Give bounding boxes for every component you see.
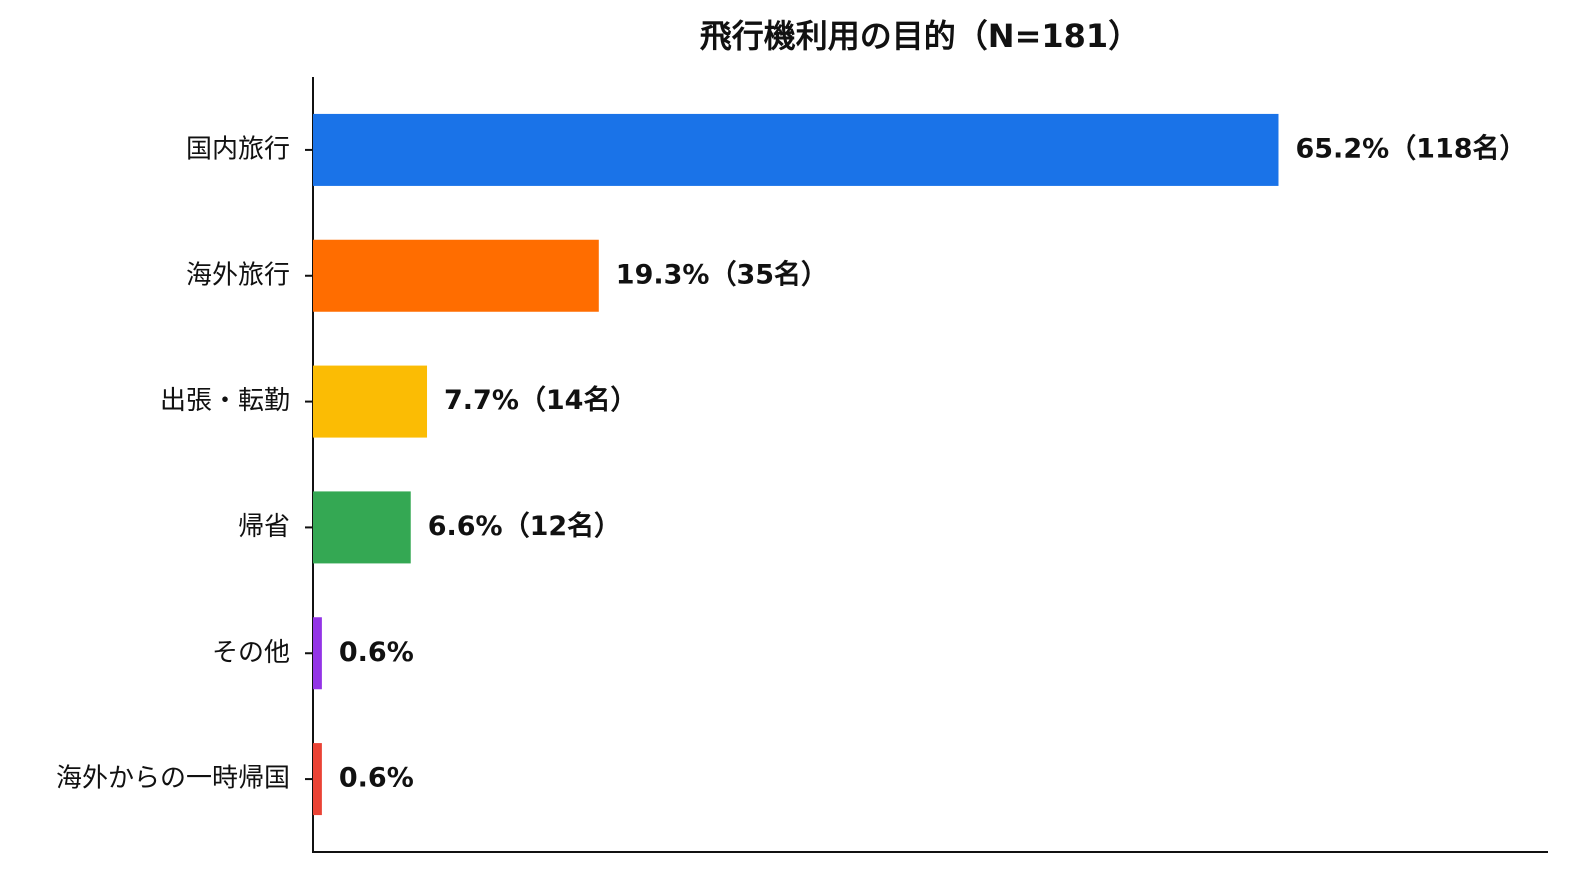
- value-label: 6.6%（12名）: [428, 510, 621, 542]
- bar: [313, 239, 599, 312]
- y-tick-label: その他: [212, 638, 290, 668]
- value-label: 19.3%（35名）: [616, 258, 828, 290]
- bar: [313, 617, 322, 690]
- value-label: 0.6%: [339, 637, 414, 668]
- bar: [313, 491, 411, 564]
- bar: [313, 113, 1279, 186]
- bar: [313, 365, 428, 438]
- y-tick-label: 海外からの一時帰国: [56, 764, 290, 794]
- value-label: 65.2%（118名）: [1295, 132, 1526, 164]
- bar: [313, 743, 322, 816]
- chart-title: 飛行機利用の目的（N=181）: [700, 17, 1140, 55]
- value-label: 0.6%: [339, 763, 414, 794]
- y-tick-label: 国内旅行: [186, 134, 290, 164]
- value-label: 7.7%（14名）: [444, 384, 637, 416]
- y-tick-label: 出張・転勤: [160, 386, 290, 416]
- y-tick-label: 帰省: [238, 512, 290, 542]
- y-tick-label: 海外旅行: [186, 260, 290, 290]
